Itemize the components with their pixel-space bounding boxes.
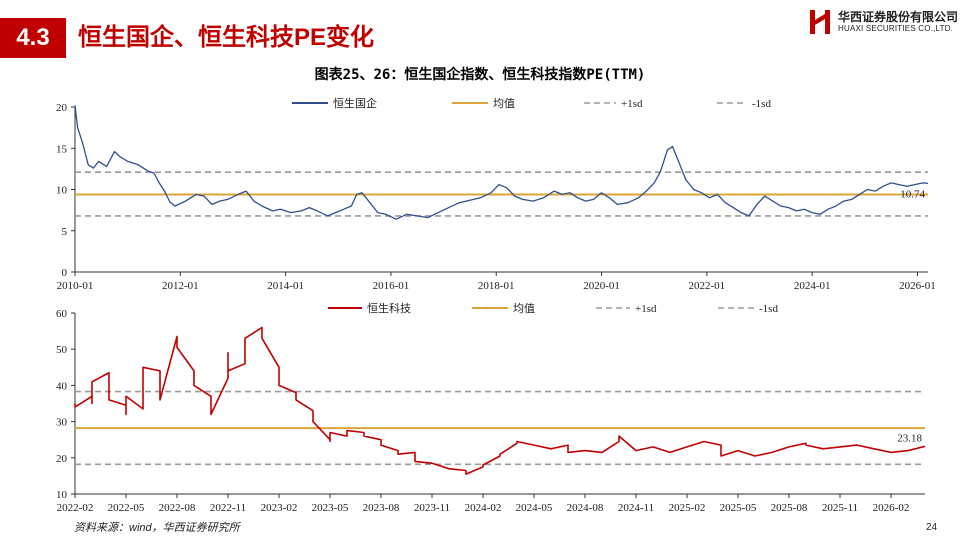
x-tick-label: 2024-01 (794, 280, 831, 292)
x-tick-label: 2022-05 (108, 502, 145, 514)
x-tick-label: 2024-11 (618, 502, 654, 514)
huaxi-logo-icon (810, 10, 830, 34)
legend-label: 均值 (493, 97, 515, 110)
hscei-pe-series-line (74, 105, 929, 220)
x-tick-label: 2026-01 (899, 280, 936, 292)
x-tick-label: 2025-11 (822, 502, 858, 514)
section-number-badge: 4.3 (0, 18, 66, 58)
x-tick-label: 2024-08 (567, 502, 604, 514)
y-tick-label: 60 (56, 308, 68, 320)
x-tick-label: 2022-11 (210, 502, 246, 514)
legend-label: 恒生科技 (367, 301, 411, 315)
end-value-label: 23.18 (897, 432, 922, 444)
x-tick-label: 2023-08 (363, 502, 400, 514)
y-tick-label: 50 (56, 344, 68, 356)
x-tick-label: 2025-02 (669, 502, 706, 514)
x-tick-label: 2023-11 (414, 502, 450, 514)
x-tick-label: 2025-05 (720, 502, 757, 514)
y-tick-label: 40 (56, 380, 68, 392)
x-tick-label: 2022-01 (689, 280, 726, 292)
source-note: 资料来源：wind，华西证券研究所 (74, 522, 240, 534)
x-tick-label: 2026-02 (873, 502, 910, 514)
x-tick-label: 2025-08 (771, 502, 808, 514)
y-tick-label: 20 (56, 102, 68, 114)
y-tick-label: 15 (56, 143, 68, 155)
x-tick-label: 2010-01 (57, 280, 94, 292)
y-tick-label: 10 (56, 489, 68, 501)
y-tick-label: 30 (56, 417, 68, 429)
legend-label: +1sd (621, 98, 643, 110)
x-tick-label: 2012-01 (162, 280, 199, 292)
logo-company-name-en: HUAXI SECURITIES CO.,LTD. (838, 24, 954, 33)
chart-caption: 图表25、26：恒生国企指数、恒生科技指数PE(TTM) (314, 67, 646, 83)
page-title: 恒生国企、恒生科技PE变化 (78, 24, 375, 51)
y-tick-label: 10 (56, 185, 68, 197)
legend-label: -1sd (759, 303, 778, 315)
x-tick-label: 2018-01 (478, 280, 515, 292)
x-tick-label: 2014-01 (267, 280, 304, 292)
legend-label: -1sd (752, 98, 771, 110)
x-tick-label: 2020-01 (583, 280, 620, 292)
legend-label: 均值 (513, 302, 535, 315)
legend-label: +1sd (635, 303, 657, 315)
x-tick-label: 2024-02 (465, 502, 502, 514)
hstech-pe-series-line (74, 326, 926, 475)
y-tick-label: 5 (62, 226, 68, 238)
y-tick-label: 0 (62, 267, 68, 279)
legend-label: 恒生国企 (333, 96, 377, 110)
x-tick-label: 2023-02 (261, 502, 298, 514)
logo-company-name: 华西证券股份有限公司 (838, 10, 959, 24)
page-number: 24 (926, 522, 938, 533)
x-tick-label: 2022-08 (159, 502, 196, 514)
x-tick-label: 2022-02 (57, 502, 94, 514)
x-tick-label: 2024-05 (516, 502, 553, 514)
end-value-label: 10.74 (900, 188, 925, 200)
company-logo: 华西证券股份有限公司 HUAXI SECURITIES CO.,LTD. (808, 6, 958, 38)
x-tick-label: 2023-05 (312, 502, 349, 514)
y-tick-label: 20 (56, 453, 68, 465)
x-tick-label: 2016-01 (373, 280, 410, 292)
